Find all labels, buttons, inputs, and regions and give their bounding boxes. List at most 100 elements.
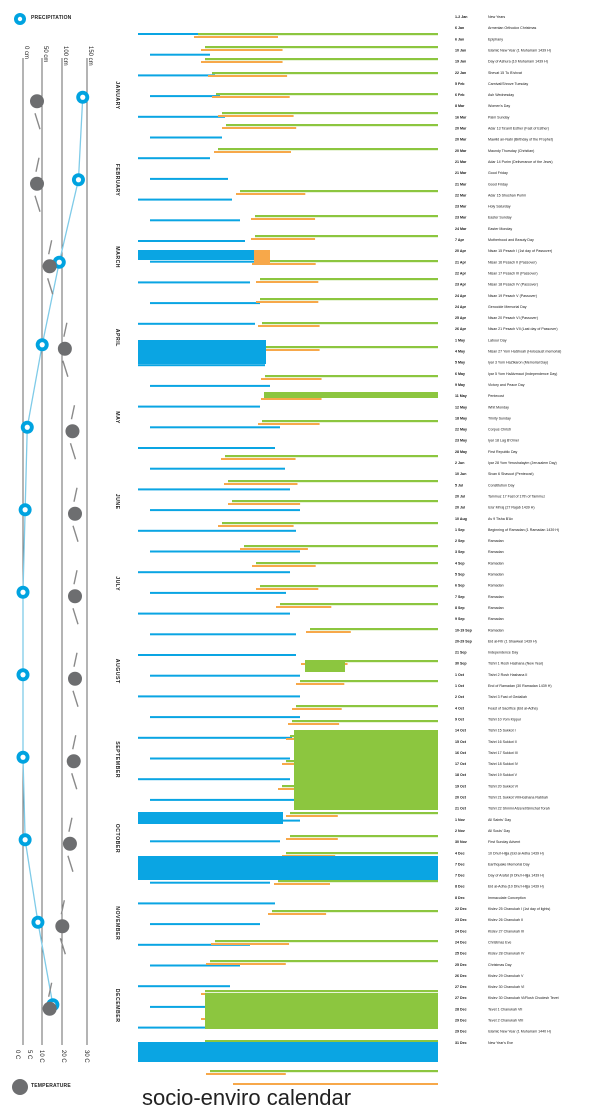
event-name: Labour Day	[488, 338, 507, 342]
event-date: 4 Sep	[455, 561, 465, 565]
event-bar-green	[222, 522, 438, 525]
event-name: Eid al-Fitr (1 Shawwal 1439 H)	[488, 639, 537, 643]
event-date: 25 Dec	[455, 963, 467, 967]
event-name: Nisan 15 Pesach I (1st day of Passover)	[488, 249, 552, 253]
event-name: Tishri 17 Sukkot III	[488, 751, 518, 755]
temperature-tick	[34, 195, 41, 212]
event-date: 22 May	[455, 428, 467, 432]
event-bar-green	[205, 1040, 438, 1043]
event-name: Mawlid an-Nabi (Birthday of the Prophet)	[488, 138, 553, 142]
event-name: Tishri 18 Sukkot IV	[488, 762, 519, 766]
event-name: Adar 13 Ta'anit Esther (Fast of Esther)	[488, 127, 549, 131]
event-bar-green	[228, 480, 438, 483]
temperature-point	[57, 341, 72, 356]
temperature-tick	[73, 652, 78, 667]
event-bar-orange	[201, 49, 283, 51]
event-date: 6 Sep	[455, 584, 465, 588]
event-name: Carnival/Shrove Tuesday	[488, 82, 528, 86]
event-name: Nisan 16 Pesach II (Passover)	[488, 260, 537, 264]
event-name: New Year's Eve	[488, 1041, 513, 1045]
event-bar-orange	[208, 75, 288, 77]
event-date: 28 May	[455, 450, 467, 454]
event-date: 10-19 Sep	[455, 628, 473, 632]
temperature-point	[66, 754, 81, 769]
event-bar-orange	[251, 238, 316, 240]
event-date: 12 May	[455, 405, 467, 409]
chanukah-block	[205, 993, 438, 1029]
event-date: 22 Mar	[455, 193, 467, 197]
event-date: 27 Dec	[455, 985, 467, 989]
precip-day-bar	[138, 364, 265, 367]
event-name: Ash Wednesday	[488, 93, 514, 97]
event-name: Easter Sunday	[488, 216, 512, 220]
month-label: AUGUST	[114, 659, 120, 684]
event-bar-orange	[252, 565, 316, 567]
event-date: 24 Dec	[455, 940, 467, 944]
event-date: 7 Dec	[455, 874, 465, 878]
event-bar-green	[292, 720, 438, 723]
precip-day-bar	[150, 633, 296, 636]
event-bar-orange	[286, 815, 338, 817]
event-date: 5 Jul	[455, 483, 463, 487]
event-name: Tishri 19 Sukkot V	[488, 773, 518, 777]
event-name: Kislev 30 Chanukah VI	[488, 985, 524, 989]
event-name: Corpus Christi	[488, 428, 511, 432]
event-bar-orange	[224, 483, 298, 485]
event-name: Whit Monday	[488, 405, 509, 409]
event-bar-green	[260, 298, 438, 301]
easter-block	[254, 250, 270, 264]
precip-day-bar	[150, 260, 255, 263]
event-name: Tishri 3 Fast of Gedaliah	[488, 695, 527, 699]
event-name: Kislev 25 Chanukah I (1st day of lights)	[488, 907, 550, 911]
event-name: Tishri 21 Sukkot VII/Hoshana Rabbah	[488, 796, 548, 800]
tail-bar	[233, 1083, 438, 1085]
event-bar-orange	[214, 151, 291, 153]
precip-day-bar	[150, 219, 240, 222]
precip-axis-tick: 0 cm	[23, 46, 29, 59]
event-bar-green	[210, 1070, 438, 1073]
temp-axis-tick: 30 C	[83, 1050, 89, 1063]
month-label: FEBRUARY	[114, 164, 120, 197]
precip-day-bar	[150, 136, 222, 139]
event-date: 18 Oct	[455, 773, 467, 777]
precip-day-bar	[138, 74, 215, 77]
event-date: 2 Nov	[455, 829, 465, 833]
event-name: Iyar 18 Lag B'Omer	[488, 439, 520, 443]
precip-day-bar	[138, 281, 250, 284]
event-bar-green	[272, 910, 438, 913]
event-name: Islamic New Year (1 Muharram 1440 H)	[488, 1030, 551, 1034]
event-name: Isra' Mi'raj (27 Rajab 1439 H)	[488, 506, 535, 510]
event-bar-orange	[256, 588, 319, 590]
temperature-tick	[47, 240, 53, 255]
event-bar-orange	[296, 683, 345, 685]
event-bar-orange	[276, 606, 332, 608]
event-name: Ramadan	[488, 573, 504, 577]
event-name: Constitution Day	[488, 483, 515, 487]
event-bar-orange	[212, 96, 290, 98]
event-date: 4 Dec	[455, 851, 465, 855]
event-name: Av 9 Tisha B'Av	[488, 517, 513, 521]
precipitation-legend-icon-center	[17, 16, 23, 22]
event-bar-green	[216, 93, 438, 96]
temp-axis-tick: 20 C	[60, 1050, 66, 1063]
event-date: 21 Sep	[455, 651, 467, 655]
event-bar-orange	[240, 548, 308, 550]
precip-day-bar	[150, 384, 270, 387]
event-bar-orange	[261, 398, 322, 400]
event-name: Tishri 15 Sukkot I	[488, 729, 516, 733]
event-name: Tishri 2 Rosh Hashana II	[488, 673, 527, 677]
event-name: All Souls' Day	[488, 829, 510, 833]
temperature-tick	[70, 405, 76, 420]
event-name: Pentecost	[488, 394, 504, 398]
temperature-tick	[60, 900, 66, 915]
event-date: 10 Aug	[455, 517, 467, 521]
precip-day-bar	[150, 923, 260, 926]
event-name: Adar 14 Purim (Deliverance of the Jews)	[488, 160, 553, 164]
event-bar-green	[212, 72, 438, 75]
precip-day-bar	[150, 467, 285, 470]
event-date: 17 Oct	[455, 762, 467, 766]
event-date: 25 Dec	[455, 952, 467, 956]
event-bar-green	[215, 940, 438, 943]
event-name: 10 Dhu'l-Hijja (Eid al-Adha 1439 H)	[488, 851, 544, 855]
event-date: 6 Jan	[455, 26, 464, 30]
